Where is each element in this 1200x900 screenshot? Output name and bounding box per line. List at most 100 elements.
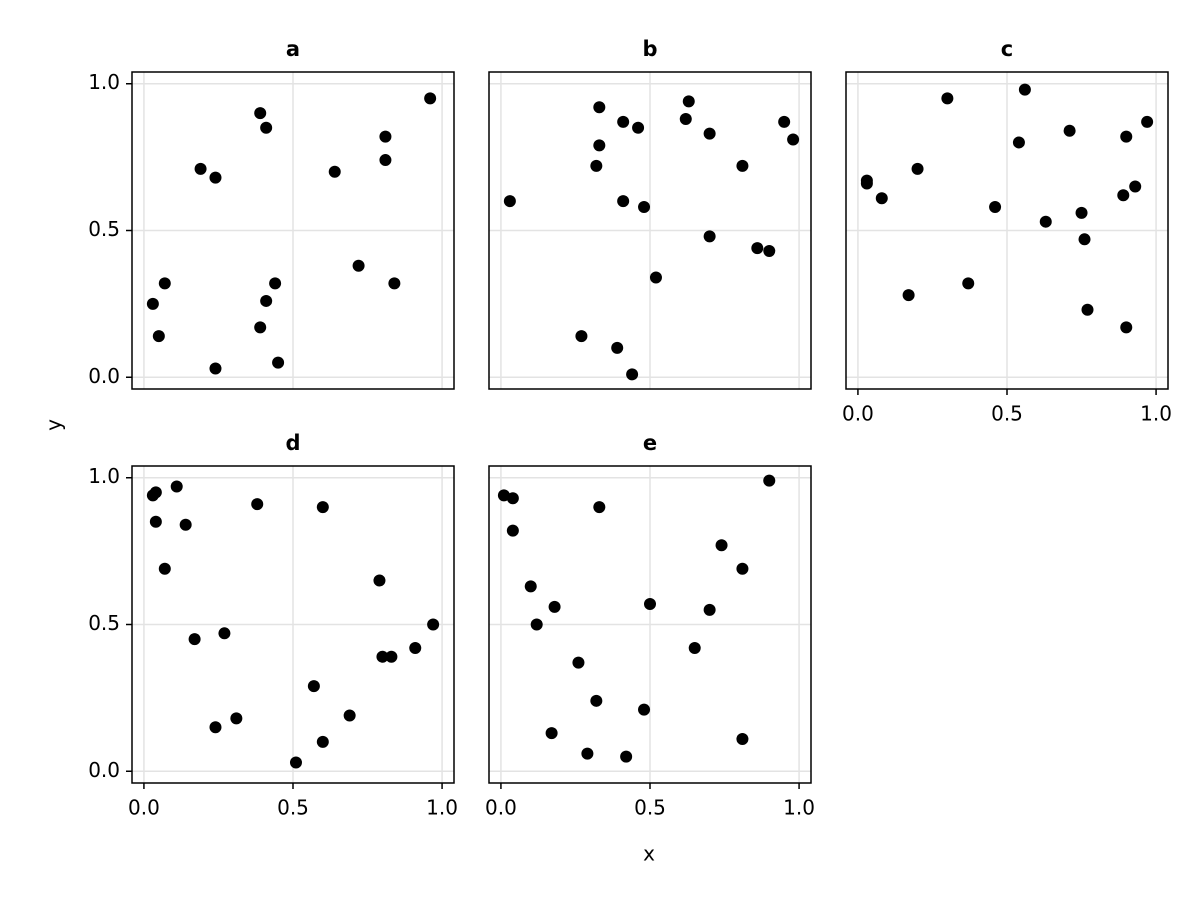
point [593, 501, 606, 514]
point [1063, 124, 1076, 137]
point [506, 492, 519, 505]
point [902, 289, 915, 302]
point [875, 192, 888, 205]
x-tick-label: 1.0 [1140, 402, 1172, 426]
x-tick-label: 1.0 [783, 796, 815, 820]
x-axis-label: x [643, 842, 655, 866]
x-tick-label: 0.0 [128, 796, 160, 820]
point [632, 121, 645, 134]
y-tick-label: 1.0 [88, 70, 120, 94]
x-tick-label: 1.0 [426, 796, 458, 820]
point [209, 362, 222, 375]
point [194, 162, 207, 175]
point [218, 627, 231, 640]
point [778, 115, 791, 128]
point [1075, 206, 1088, 219]
point [911, 162, 924, 175]
x-tick-label: 0.5 [634, 796, 666, 820]
panel-title: c [1001, 37, 1013, 61]
point [703, 230, 716, 243]
point [611, 341, 624, 354]
point [269, 277, 282, 290]
x-tick-label: 0.5 [277, 796, 309, 820]
point [1012, 136, 1025, 149]
plot-frame [845, 71, 1169, 390]
point [736, 562, 749, 575]
point [170, 480, 183, 493]
point [703, 603, 716, 616]
y-tick-label: 0.0 [88, 758, 120, 782]
point [620, 750, 633, 763]
point [617, 195, 630, 208]
point [1120, 321, 1133, 334]
y-tick-label: 0.5 [88, 217, 120, 241]
y-axis-label: y [42, 419, 66, 431]
point [763, 474, 776, 487]
point [1129, 180, 1142, 193]
point [328, 165, 341, 178]
panel-title: b [642, 37, 657, 61]
point [179, 518, 192, 531]
point [209, 721, 222, 734]
point [307, 680, 320, 693]
point [593, 139, 606, 152]
point [1081, 303, 1094, 316]
point [343, 709, 356, 722]
y-tick-label: 1.0 [88, 464, 120, 488]
panel-title: e [643, 431, 657, 455]
panel-title: d [285, 431, 300, 455]
plot-frame [488, 465, 812, 784]
point [251, 498, 264, 511]
point [989, 201, 1002, 214]
point [763, 245, 776, 258]
point [352, 259, 365, 272]
point [1141, 115, 1154, 128]
point [1120, 130, 1133, 143]
point [1018, 83, 1031, 96]
point [272, 356, 285, 369]
point [626, 368, 639, 381]
point [409, 641, 422, 654]
point [373, 574, 386, 587]
point [1039, 215, 1052, 228]
point [787, 133, 800, 146]
point [590, 159, 603, 172]
point [427, 618, 440, 631]
y-tick-label: 0.5 [88, 611, 120, 635]
point [679, 112, 692, 125]
point [736, 732, 749, 745]
point [751, 242, 764, 255]
point [524, 580, 537, 593]
x-tick-label: 0.0 [485, 796, 517, 820]
point [715, 539, 728, 552]
panel-title: a [286, 37, 300, 61]
point [962, 277, 975, 290]
point [1117, 189, 1130, 202]
point [644, 597, 656, 610]
point [254, 107, 267, 120]
point [376, 650, 389, 663]
plot-frame [131, 465, 455, 784]
point [289, 756, 302, 769]
point [316, 735, 329, 748]
plot-frame [488, 71, 812, 390]
point [503, 195, 516, 208]
point [548, 600, 561, 613]
point [682, 95, 695, 108]
point [1078, 233, 1091, 246]
point [388, 277, 401, 290]
point [188, 633, 201, 646]
point [379, 130, 392, 143]
point [860, 177, 873, 190]
y-tick-label: 0.0 [88, 364, 120, 388]
x-tick-label: 0.5 [991, 402, 1023, 426]
x-tick-label: 0.0 [842, 402, 874, 426]
point [736, 159, 749, 172]
point [530, 618, 543, 631]
point [593, 101, 606, 114]
point [575, 330, 588, 343]
point [260, 121, 273, 134]
